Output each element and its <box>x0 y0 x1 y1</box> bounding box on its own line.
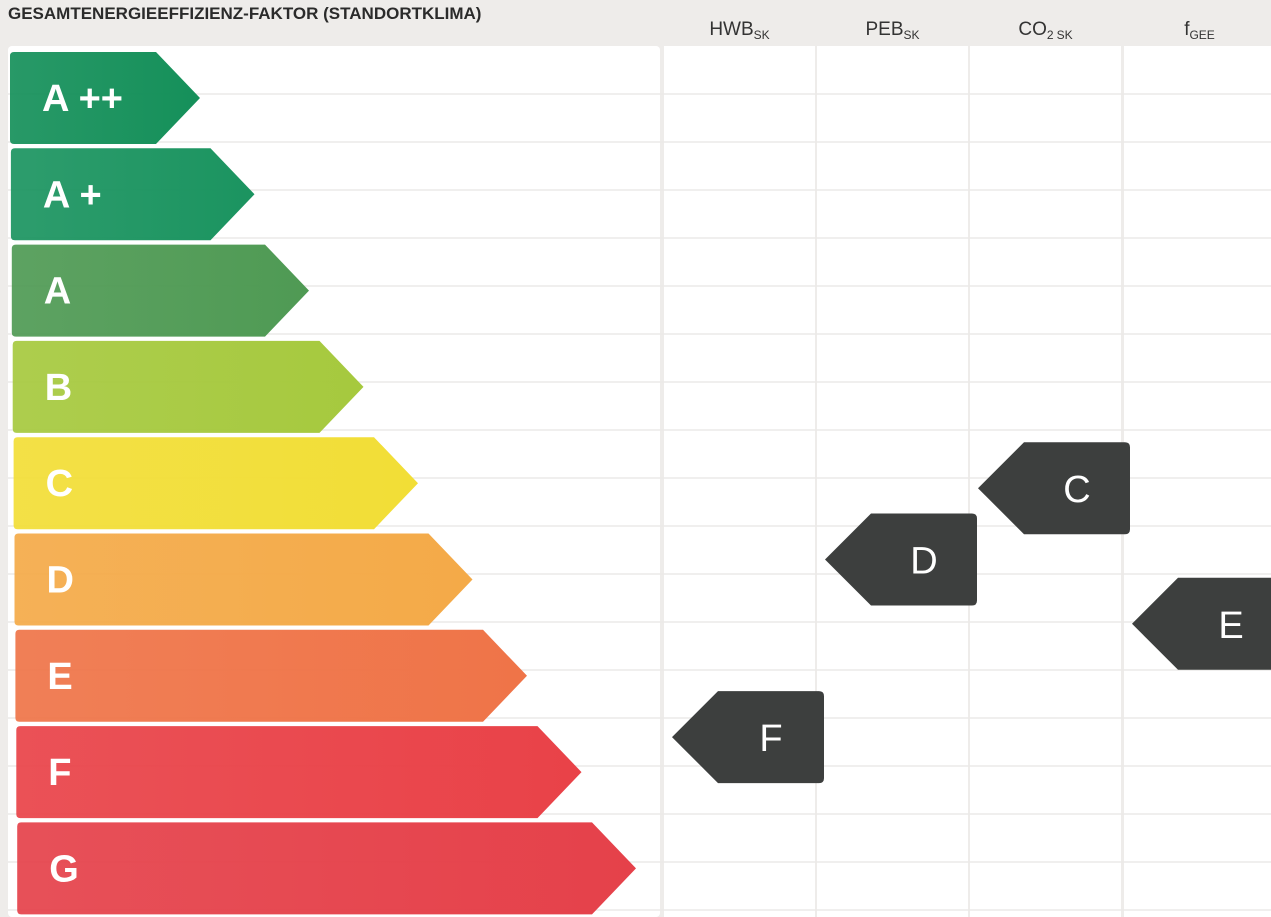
rating-markers: F D C E <box>672 442 1271 784</box>
class-arrow <box>14 533 473 626</box>
column-header: PEBSK <box>865 19 919 42</box>
rating-marker <box>1132 577 1271 670</box>
grid-column <box>664 46 815 917</box>
grid-column <box>817 46 968 917</box>
class-arrow <box>10 52 200 144</box>
class-label: D <box>47 560 74 602</box>
column-header: HWBSK <box>709 19 769 42</box>
rating-marker-label: E <box>1218 605 1243 647</box>
class-label: A <box>44 271 71 313</box>
rating-marker <box>672 691 824 784</box>
rating-marker <box>978 442 1130 535</box>
rating-marker-label: C <box>1063 469 1090 511</box>
class-arrow <box>16 726 582 819</box>
class-label: F <box>48 752 71 794</box>
grid-column <box>1124 46 1271 917</box>
chart-title: GESAMTENERGIEEFFIZIENZ-FAKTOR (STANDORTK… <box>8 4 481 23</box>
class-arrows: A ++ A + A B C D E F G <box>10 52 636 915</box>
column-header: fGEE <box>1184 19 1215 42</box>
class-arrow <box>12 340 364 433</box>
class-label: G <box>49 848 79 890</box>
class-label: B <box>45 367 72 409</box>
rating-marker <box>825 513 977 606</box>
rating-marker-label: D <box>910 541 937 583</box>
rating-marker-label: F <box>759 718 782 760</box>
class-label: A + <box>43 174 102 216</box>
column-headers: HWBSK PEBSK CO2 SK fGEE <box>709 19 1214 42</box>
class-arrow <box>15 629 528 722</box>
class-arrow <box>17 822 636 915</box>
class-arrow <box>13 437 418 530</box>
class-arrow <box>10 148 255 241</box>
column-header: CO2 SK <box>1018 19 1072 42</box>
class-label: E <box>47 656 72 698</box>
class-arrow <box>11 244 310 337</box>
class-label: A ++ <box>42 78 123 120</box>
class-label: C <box>46 463 73 505</box>
